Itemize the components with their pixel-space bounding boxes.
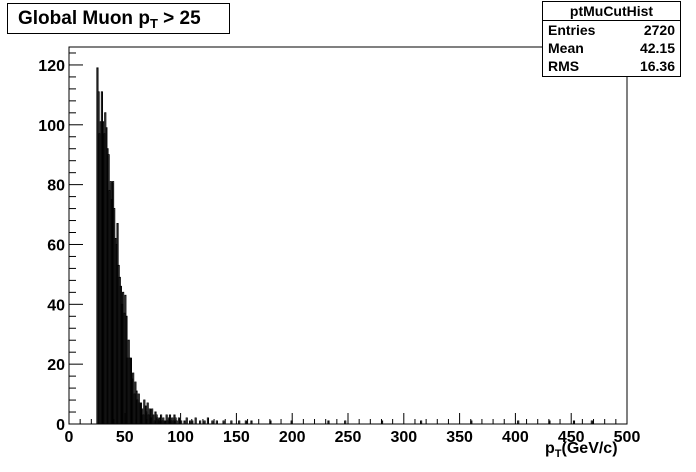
- x-tick-label: 450: [558, 429, 585, 446]
- title-tail: > 25: [157, 8, 201, 29]
- histogram-bin: [183, 420, 186, 425]
- stats-value: 16.36: [639, 58, 675, 74]
- tick-labels: 0 50 100 150 200 250 300 350 400 450 500 0 20 40 60 80 1…: [38, 58, 640, 446]
- xlabel-subscript: T: [554, 448, 562, 460]
- histogram-bin: [148, 408, 151, 425]
- histogram-bin: [177, 417, 180, 425]
- x-tick-label: 0: [65, 429, 74, 446]
- histogram-bin: [165, 414, 168, 425]
- stats-row-rms: RMS 16.36: [543, 57, 680, 75]
- histogram-bin: [269, 420, 272, 425]
- x-tick-label: 500: [614, 429, 641, 446]
- histogram-bin: [244, 420, 247, 425]
- x-tick-label: 300: [390, 429, 417, 446]
- histogram-bin: [160, 414, 163, 425]
- x-tick-label: 150: [223, 429, 250, 446]
- x-tick-label: 350: [446, 429, 473, 446]
- stats-value: 2720: [643, 22, 675, 38]
- x-tick-label: 100: [167, 429, 194, 446]
- stats-box: ptMuCutHist Entries 2720 Mean 42.15 RMS …: [542, 1, 681, 77]
- histogram-bin: [168, 414, 172, 425]
- histogram-bin: [420, 420, 423, 425]
- stats-label: Entries: [548, 22, 596, 38]
- histogram-bin: [250, 420, 253, 425]
- histogram-bin: [517, 420, 520, 425]
- y-tick-label: 20: [47, 357, 65, 374]
- histogram-bin: [175, 420, 178, 425]
- y-tick-label: 80: [47, 178, 65, 195]
- histogram-bin: [380, 420, 384, 425]
- y-tick-label: 60: [47, 237, 65, 254]
- y-tick-label: 100: [38, 118, 65, 135]
- x-tick-label: 250: [335, 429, 362, 446]
- histogram-bin: [185, 417, 188, 425]
- histogram-bin: [206, 417, 210, 425]
- histogram-bin: [199, 420, 202, 425]
- histogram-bin: [146, 402, 149, 425]
- histogram-bin: [191, 420, 194, 425]
- histogram-bin: [327, 420, 330, 425]
- title-subscript: T: [149, 16, 158, 31]
- histogram-bin: [222, 420, 225, 425]
- y-tick-label: 40: [47, 297, 65, 314]
- stats-name: ptMuCutHist: [543, 2, 680, 21]
- histogram-bin: [215, 420, 218, 425]
- histogram-bin: [572, 420, 576, 425]
- histogram-bin: [238, 420, 241, 425]
- histogram-bin: [180, 420, 183, 425]
- stats-label: RMS: [548, 58, 580, 74]
- stats-label: Mean: [548, 40, 584, 56]
- histogram-bin: [290, 420, 293, 425]
- y-tick-label: 0: [56, 417, 65, 434]
- xlabel-tail: (GeV/c): [561, 440, 618, 457]
- histogram-bin: [548, 420, 551, 425]
- histogram-bars: [96, 67, 593, 425]
- histogram-bin: [590, 420, 593, 425]
- axis-ticks: [68, 52, 628, 425]
- x-tick-label: 400: [502, 429, 529, 446]
- histogram-bin: [470, 420, 473, 425]
- histogram-bin: [152, 414, 155, 425]
- histogram-bin: [194, 417, 197, 425]
- plot-frame: [68, 46, 628, 425]
- histogram-bin: [344, 420, 347, 425]
- x-tick-label: 200: [279, 429, 306, 446]
- histogram-bin: [189, 420, 192, 425]
- x-tick-label: 50: [116, 429, 134, 446]
- chart-title: Global Muon pT > 25: [7, 3, 230, 34]
- stats-value: 42.15: [639, 40, 675, 56]
- stats-row-entries: Entries 2720: [543, 21, 680, 39]
- x-axis-label: pT(GeV/c): [545, 440, 618, 460]
- histogram-bin: [211, 420, 214, 425]
- title-main: Global Muon p: [18, 8, 150, 29]
- y-tick-label: 120: [38, 58, 65, 75]
- stats-row-mean: Mean 42.15: [543, 39, 680, 57]
- histogram-bin: [230, 420, 233, 425]
- xlabel-main: p: [545, 440, 555, 457]
- histogram-bin: [203, 420, 206, 425]
